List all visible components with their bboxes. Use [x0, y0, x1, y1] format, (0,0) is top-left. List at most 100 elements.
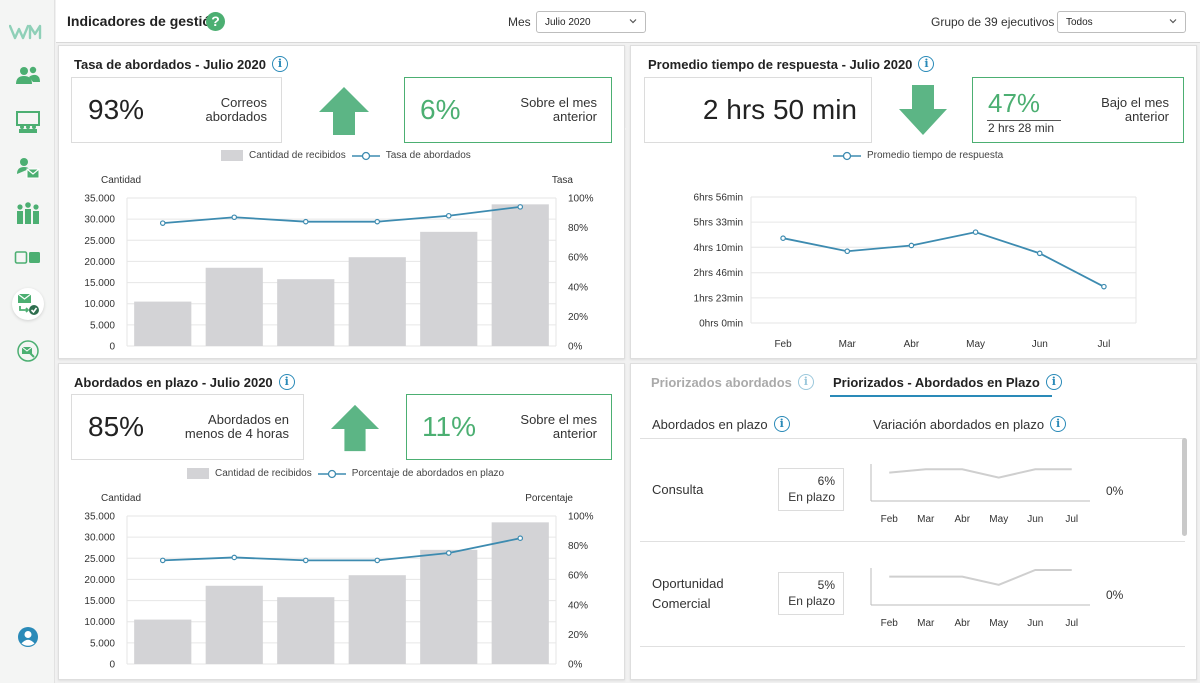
user-mail-icon[interactable] — [13, 155, 43, 181]
y-tick-label: 6hrs 56min — [694, 193, 743, 204]
legend-line-label: Tasa de abordados — [385, 150, 471, 161]
users-icon[interactable] — [13, 62, 43, 88]
change-desc-line2: anterior — [552, 426, 597, 441]
toggle-icon[interactable] — [13, 245, 43, 271]
team-icon[interactable] — [13, 200, 43, 226]
en-plazo-label: En plazo — [788, 594, 835, 608]
x-tick-label: Mar — [917, 618, 935, 629]
panel-title: Promedio tiempo de respuesta - Julio 202… — [648, 56, 935, 72]
x-tick-label: Feb — [881, 514, 899, 525]
panel-title: Abordados en plazo - Julio 2020 i — [74, 374, 295, 390]
legend-line-swatch — [351, 151, 380, 160]
left-axis-title: Cantidad — [101, 493, 141, 504]
x-tick-label: Abr — [904, 339, 920, 350]
legend-line-swatch — [317, 469, 346, 478]
y-tick-label: 0hrs 0min — [699, 319, 743, 330]
x-tick-label: Mar — [917, 514, 935, 525]
group-select[interactable]: Todos — [1057, 11, 1186, 33]
account-icon[interactable] — [13, 624, 43, 650]
kpi-value: 85% — [88, 411, 145, 442]
x-tick-label: Abr — [954, 514, 970, 525]
kpi-description: Correos abordados — [206, 96, 267, 124]
info-icon[interactable]: i — [271, 56, 288, 72]
x-tick-label: Jun — [1027, 514, 1043, 525]
y-tick-label: 35.000 — [84, 194, 115, 205]
kpi-desc-line2: abordados — [205, 109, 267, 124]
change-desc-line1: Sobre el mes — [520, 95, 597, 110]
column-header-variacion: Variación abordados en plazo i — [873, 416, 1067, 432]
x-tick-label: Abr — [954, 618, 970, 629]
legend-line-label: Promedio tiempo de respuesta — [867, 150, 1004, 161]
panel-title: Tasa de abordados - Julio 2020 i — [74, 56, 288, 72]
y2-tick-label: 40% — [568, 282, 588, 293]
arrow-up-icon — [319, 87, 369, 135]
x-tick-label: May — [989, 618, 1008, 629]
column-header-label: Abordados en plazo — [652, 416, 768, 432]
y-tick-label: 0 — [109, 660, 115, 671]
row-label: Oportunidad Comercial — [652, 574, 724, 614]
sparkline-line — [889, 468, 1072, 479]
legend-bar-label: Cantidad de recibidos — [215, 468, 312, 479]
panel-title-text: Tasa de abordados - Julio 2020 — [74, 56, 266, 72]
info-icon[interactable]: i — [918, 56, 935, 72]
data-point — [374, 218, 381, 225]
y-tick-label: 30.000 — [84, 533, 115, 544]
top-bar: Indicadores de gestión ? Mes Julio 2020 … — [56, 0, 1200, 43]
kpi-desc-line1: Abordados en — [208, 412, 289, 427]
data-point — [159, 220, 166, 226]
y2-tick-label: 20% — [568, 312, 588, 323]
y-tick-label: 5.000 — [90, 638, 115, 649]
legend-line-swatch — [833, 151, 861, 160]
change-desc-line2: anterior — [552, 109, 597, 124]
data-point — [517, 204, 524, 210]
data-point — [302, 218, 309, 225]
presentation-icon[interactable] — [13, 109, 43, 135]
change-box: 47% 2 hrs 28 min Bajo el mes anterior — [972, 77, 1184, 143]
tab-priorizados-abordados[interactable]: Priorizados abordados i — [651, 374, 814, 390]
y2-tick-label: 20% — [568, 630, 588, 641]
x-tick-label: Jun — [1027, 618, 1043, 629]
mail-send-icon[interactable] — [13, 338, 43, 364]
info-icon[interactable]: i — [797, 374, 814, 390]
y-tick-label: 30.000 — [84, 215, 115, 226]
y-tick-label: 5hrs 33min — [694, 218, 743, 229]
y2-tick-label: 60% — [568, 571, 588, 582]
bar — [420, 549, 478, 664]
data-point — [517, 535, 524, 542]
variation-value: 0% — [1106, 484, 1124, 498]
arrow-up-icon — [330, 404, 380, 452]
info-icon[interactable]: i — [773, 416, 790, 432]
help-icon[interactable]: ? — [206, 12, 225, 31]
change-value: 6% — [420, 94, 461, 125]
mail-check-icon[interactable] — [12, 288, 44, 320]
info-icon[interactable]: i — [278, 374, 295, 390]
data-point — [1036, 250, 1043, 257]
row-label-line1: Oportunidad — [652, 576, 724, 591]
y-tick-label: 2hrs 46min — [694, 268, 743, 279]
month-select[interactable]: Julio 2020 — [536, 11, 646, 33]
panel-tasa-abordados: Tasa de abordados - Julio 2020 i 93% Cor… — [58, 45, 625, 359]
en-plazo-value: 6% — [817, 474, 835, 488]
info-icon[interactable]: i — [1045, 374, 1062, 390]
chart-legend: Promedio tiempo de respuesta — [833, 150, 1003, 161]
info-icon[interactable]: i — [1050, 416, 1067, 432]
en-plazo-value: 5% — [817, 578, 835, 592]
y-tick-label: 20.000 — [84, 575, 115, 586]
kpi-description: Abordados en menos de 4 horas — [185, 413, 289, 441]
kpi-value: 2 hrs 50 min — [702, 94, 857, 125]
kpi-box: 85% Abordados en menos de 4 horas — [71, 394, 304, 460]
change-box: 6% Sobre el mes anterior — [404, 77, 612, 143]
column-header-label: Variación abordados en plazo — [873, 416, 1045, 432]
panel-priorizados — [630, 363, 1197, 680]
y2-tick-label: 0% — [568, 660, 583, 671]
tab-priorizados-en-plazo[interactable]: Priorizados - Abordados en Plazo i — [833, 374, 1062, 390]
group-label: Grupo de 39 ejecutivos — [931, 15, 1055, 29]
x-tick-label: May — [966, 339, 985, 350]
scrollbar-thumb[interactable] — [1182, 438, 1187, 536]
panel-tiempo-respuesta: Promedio tiempo de respuesta - Julio 202… — [630, 45, 1197, 359]
panel-title-text: Promedio tiempo de respuesta - Julio 202… — [648, 56, 913, 72]
change-value: 11% — [422, 411, 476, 442]
line-chart: 0hrs 0min 1hrs 23min 2hrs 46min 4hrs 10min 5… — [694, 193, 1137, 350]
combo-chart: Cantidad Tasa 0 5.000 10.000 15.000 20.000 25.0… — [84, 175, 593, 353]
chevron-down-icon — [629, 19, 637, 24]
